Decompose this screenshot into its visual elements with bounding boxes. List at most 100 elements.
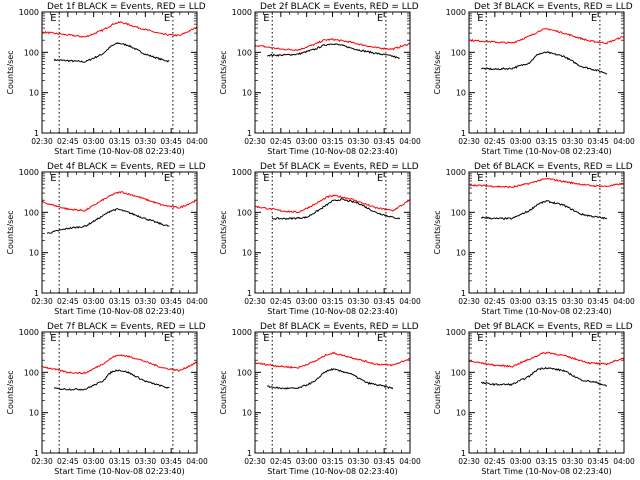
x-tick-label: 02:45 xyxy=(270,297,292,306)
panel-3: Det 3f BLACK = Events, RED = LLD Counts/s… xyxy=(433,2,635,156)
events-series-line xyxy=(480,200,608,220)
plot-frame xyxy=(41,171,198,294)
y-tick-label: 10 xyxy=(242,409,252,418)
y-tick-label: 1 xyxy=(247,449,252,458)
x-tick-label: 03:30 xyxy=(562,457,584,466)
y-tick-label: 10 xyxy=(29,409,39,418)
event-marker-label: E xyxy=(50,173,56,184)
x-tick-label: 03:30 xyxy=(135,297,157,306)
x-tick-label: 04:00 xyxy=(186,297,208,306)
y-axis-label: Counts/sec xyxy=(6,370,15,414)
x-tick-label: 03:45 xyxy=(587,137,609,146)
event-marker-label: E xyxy=(164,333,170,344)
x-tick-label: 03:00 xyxy=(510,297,532,306)
x-tick-label: 04:00 xyxy=(399,137,421,146)
x-tick-label: 02:30 xyxy=(244,457,266,466)
y-tick-label: 1 xyxy=(461,129,466,138)
y-tick-label: 1 xyxy=(34,289,39,298)
y-axis-label: Counts/sec xyxy=(6,210,15,254)
plot-frame xyxy=(254,331,411,454)
event-marker-label: E xyxy=(591,333,597,344)
events-series-line xyxy=(480,366,608,387)
panel-title: Det 3f BLACK = Events, RED = LLD xyxy=(474,2,633,12)
panel-title: Det 7f BLACK = Events, RED = LLD xyxy=(47,322,206,332)
x-axis-label: Start Time (10-Nov-08 02:23:40) xyxy=(267,307,397,316)
x-tick-label: 03:15 xyxy=(109,457,131,466)
y-tick-label: 100 xyxy=(237,48,252,57)
plot-frame xyxy=(468,331,625,454)
x-tick-label: 02:30 xyxy=(458,137,480,146)
plot-frame xyxy=(468,171,625,294)
event-marker-label: E xyxy=(50,333,56,344)
y-tick-label: 100 xyxy=(237,208,252,217)
y-tick-label: 100 xyxy=(451,48,466,57)
event-marker-label: E xyxy=(477,333,483,344)
lld-series-line xyxy=(41,191,198,212)
x-tick-label: 04:00 xyxy=(613,137,635,146)
x-axis-label: Start Time (10-Nov-08 02:23:40) xyxy=(267,467,397,476)
y-tick-label: 100 xyxy=(237,368,252,377)
lld-series-line xyxy=(255,351,411,370)
x-tick-label: 04:00 xyxy=(399,297,421,306)
x-axis-label: Start Time (10-Nov-08 02:23:40) xyxy=(54,147,184,156)
panel-title: Det 5f BLACK = Events, RED = LLD xyxy=(260,162,419,172)
plot-frame xyxy=(41,11,198,134)
x-tick-label: 03:45 xyxy=(587,297,609,306)
x-tick-label: 03:15 xyxy=(536,297,558,306)
x-tick-label: 02:45 xyxy=(484,297,506,306)
x-tick-label: 03:45 xyxy=(373,297,395,306)
y-tick-label: 1000 xyxy=(19,168,39,177)
plot-frame xyxy=(254,171,411,294)
x-tick-label: 02:45 xyxy=(270,137,292,146)
plot-frame xyxy=(41,331,198,454)
x-tick-label: 02:45 xyxy=(57,137,79,146)
y-tick-label: 10 xyxy=(456,249,466,258)
event-marker-label: E xyxy=(591,13,597,24)
y-axis-label: Counts/sec xyxy=(219,370,228,414)
y-tick-label: 1 xyxy=(461,449,466,458)
y-tick-label: 1000 xyxy=(446,168,466,177)
events-series-line xyxy=(53,41,170,63)
y-tick-label: 10 xyxy=(29,249,39,258)
x-axis-label: Start Time (10-Nov-08 02:23:40) xyxy=(54,467,184,476)
events-series-line xyxy=(271,197,401,221)
panel-9: Det 9f BLACK = Events, RED = LLD Counts/s… xyxy=(433,322,635,476)
events-series-line xyxy=(481,51,608,75)
x-tick-label: 02:45 xyxy=(57,297,79,306)
y-tick-label: 10 xyxy=(242,89,252,98)
events-series-line xyxy=(266,43,400,59)
y-tick-label: 1 xyxy=(34,449,39,458)
x-tick-label: 04:00 xyxy=(613,457,635,466)
event-marker-label: E xyxy=(377,173,383,184)
x-tick-label: 03:15 xyxy=(322,457,344,466)
y-tick-label: 1 xyxy=(247,129,252,138)
event-marker-label: E xyxy=(164,13,170,24)
y-tick-label: 1000 xyxy=(232,8,252,17)
lld-series-line xyxy=(254,37,411,52)
events-series-line xyxy=(53,369,170,391)
x-tick-label: 03:00 xyxy=(510,137,532,146)
x-tick-label: 03:15 xyxy=(536,137,558,146)
x-tick-label: 02:30 xyxy=(244,297,266,306)
panel-title: Det 1f BLACK = Events, RED = LLD xyxy=(47,2,206,12)
lld-series-line xyxy=(41,21,198,38)
x-tick-label: 03:30 xyxy=(348,457,370,466)
x-tick-label: 03:00 xyxy=(83,297,105,306)
y-tick-label: 100 xyxy=(24,208,39,217)
x-tick-label: 03:45 xyxy=(160,137,182,146)
panel-7: Det 7f BLACK = Events, RED = LLD Counts/s… xyxy=(6,322,208,476)
x-tick-label: 03:00 xyxy=(83,137,105,146)
x-tick-label: 02:30 xyxy=(458,457,480,466)
y-axis-label: Counts/sec xyxy=(6,50,15,94)
y-tick-label: 100 xyxy=(451,368,466,377)
y-tick-label: 1 xyxy=(247,289,252,298)
y-axis-label: Counts/sec xyxy=(433,370,442,414)
lld-series-line xyxy=(468,28,625,45)
x-axis-label: Start Time (10-Nov-08 02:23:40) xyxy=(267,147,397,156)
event-marker-label: E xyxy=(377,333,383,344)
x-tick-label: 03:30 xyxy=(135,457,157,466)
event-marker-label: E xyxy=(477,173,483,184)
x-tick-label: 03:15 xyxy=(322,297,344,306)
x-axis-label: Start Time (10-Nov-08 02:23:40) xyxy=(481,467,611,476)
